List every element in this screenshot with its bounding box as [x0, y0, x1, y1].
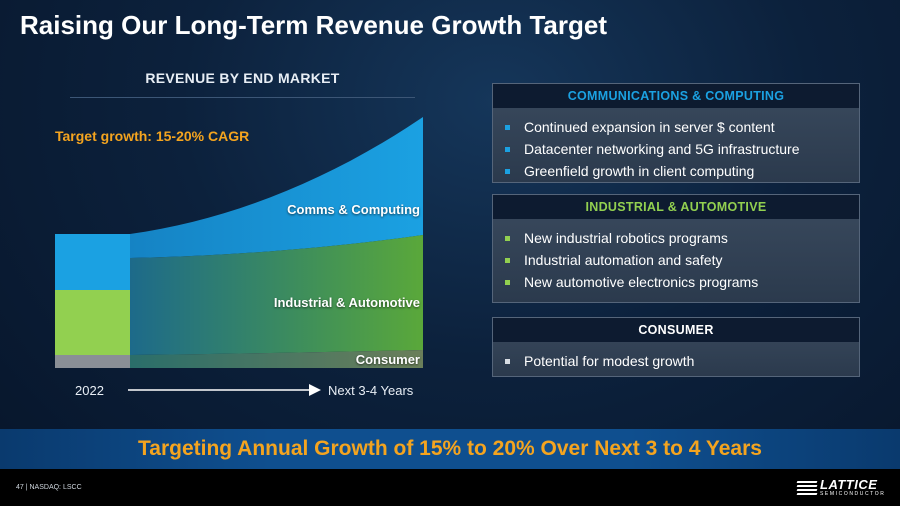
bullet-text: Continued expansion in server $ content	[524, 119, 775, 135]
chart-divider	[70, 97, 415, 98]
target-growth-annotation: Target growth: 15-20% CAGR	[55, 128, 250, 144]
panel-consumer: CONSUMER Potential for modest growth	[492, 317, 860, 377]
area-consumer	[130, 350, 423, 368]
bullet-text: New industrial robotics programs	[524, 230, 728, 246]
list-item: Continued expansion in server $ content	[505, 116, 845, 138]
panel-comms-computing: COMMUNICATIONS & COMPUTING Continued exp…	[492, 83, 860, 183]
bar-2022-industrial	[55, 290, 130, 355]
x-start-label: 2022	[75, 383, 104, 398]
label-industrial-automotive: Industrial & Automotive	[273, 295, 420, 310]
area-industrial-automotive	[130, 235, 423, 355]
square-bullet-icon	[505, 279, 510, 285]
panel-header: CONSUMER	[493, 318, 859, 342]
label-comms-computing: Comms & Computing	[287, 202, 420, 217]
list-item: Potential for modest growth	[505, 350, 845, 372]
list-item: Industrial automation and safety	[505, 249, 845, 271]
slide-title: Raising Our Long-Term Revenue Growth Tar…	[20, 10, 607, 40]
bullet-text: New automotive electronics programs	[524, 274, 759, 290]
label-consumer: Consumer	[355, 352, 420, 367]
list-item: New automotive electronics programs	[505, 271, 845, 293]
growth-target-banner: Targeting Annual Growth of 15% to 20% Ov…	[0, 429, 900, 469]
slide-footer: 47 | NASDAQ: LSCC	[16, 484, 82, 491]
lattice-logo: LATTICE SEMICONDUCTOR	[796, 477, 886, 497]
bar-2022-consumer	[55, 355, 130, 368]
lattice-mark-icon	[796, 480, 818, 495]
square-bullet-icon	[505, 235, 510, 241]
square-bullet-icon	[505, 257, 510, 263]
bar-2022-comms	[55, 234, 130, 290]
bullet-text: Industrial automation and safety	[524, 252, 723, 268]
square-bullet-icon	[505, 168, 510, 174]
list-item: Greenfield growth in client computing	[505, 160, 845, 182]
footer-bar	[0, 469, 900, 506]
square-bullet-icon	[505, 146, 510, 152]
bullet-text: Greenfield growth in client computing	[524, 163, 755, 179]
bullet-text: Potential for modest growth	[524, 353, 695, 369]
list-item: Datacenter networking and 5G infrastruct…	[505, 138, 845, 160]
bullet-text: Datacenter networking and 5G infrastruct…	[524, 141, 800, 157]
list-item: New industrial robotics programs	[505, 227, 845, 249]
panel-industrial-automotive: INDUSTRIAL & AUTOMOTIVE New industrial r…	[492, 194, 860, 303]
panel-header: INDUSTRIAL & AUTOMOTIVE	[493, 195, 859, 219]
square-bullet-icon	[505, 124, 510, 130]
panel-header: COMMUNICATIONS & COMPUTING	[493, 84, 859, 108]
chart-title: REVENUE BY END MARKET	[145, 70, 340, 86]
square-bullet-icon	[505, 358, 510, 364]
x-end-label: Next 3-4 Years	[328, 383, 414, 398]
logo-subtitle: SEMICONDUCTOR	[820, 491, 886, 497]
area-comms-computing	[130, 117, 423, 258]
logo-wordmark: LATTICE	[820, 477, 878, 492]
